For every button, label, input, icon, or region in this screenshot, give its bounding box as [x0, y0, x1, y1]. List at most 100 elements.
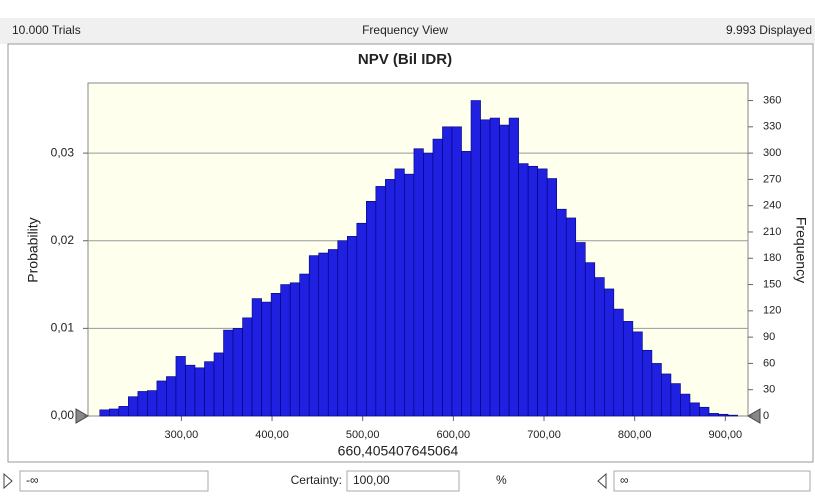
header-bar — [0, 18, 815, 44]
bar — [337, 240, 348, 417]
bar — [261, 301, 272, 417]
bar — [147, 390, 158, 417]
y2-tick-label: 270 — [763, 173, 781, 185]
bar — [385, 179, 396, 417]
bar — [442, 126, 453, 417]
bar — [156, 380, 167, 417]
y2-tick-label: 120 — [763, 305, 781, 317]
y2-tick-label: 180 — [763, 252, 781, 264]
right-grabber[interactable] — [747, 408, 761, 424]
bar — [727, 414, 738, 417]
y2-tick-label: 300 — [763, 147, 781, 159]
bar — [518, 163, 529, 417]
x-tick-label: 800,00 — [618, 429, 652, 441]
bar — [175, 356, 186, 417]
bar — [604, 288, 615, 417]
bar — [213, 352, 224, 417]
bar — [118, 406, 129, 417]
bar — [404, 173, 415, 417]
bar — [99, 409, 110, 417]
bar — [632, 331, 643, 417]
y-axis-label: Probability — [25, 217, 41, 282]
bar — [499, 124, 510, 417]
y2-tick-label: 150 — [763, 278, 781, 290]
bar — [223, 329, 234, 417]
bar — [680, 393, 691, 417]
bar — [451, 126, 462, 417]
bar — [251, 298, 262, 417]
trials: 10.000 Trials — [12, 23, 81, 37]
lower-input[interactable] — [19, 470, 209, 492]
certainty-input[interactable] — [346, 470, 460, 492]
displayed: 9.993 Displayed — [726, 23, 812, 37]
y2-tick-label: 30 — [763, 384, 775, 396]
bar — [308, 255, 320, 417]
upper-value: ∞ — [620, 473, 629, 487]
bar — [375, 186, 386, 417]
bar — [194, 367, 205, 417]
annotation: 660,405407645064 — [338, 443, 459, 459]
x-tick-label: 300,00 — [165, 429, 199, 441]
upper-input[interactable] — [613, 470, 811, 492]
bar — [594, 277, 605, 417]
bar — [166, 376, 177, 417]
bar — [413, 148, 424, 417]
x-tick-label: 400,00 — [255, 429, 289, 441]
bar — [366, 201, 377, 417]
x-tick-label: 600,00 — [437, 429, 471, 441]
y2-tick-label: 360 — [763, 94, 781, 106]
y2-tick-label: 210 — [763, 226, 781, 238]
bar — [327, 249, 339, 417]
x-tick-label: 500,00 — [346, 429, 380, 441]
bar — [128, 396, 139, 417]
certainty-unit: % — [496, 473, 507, 487]
y2-tick-label: 240 — [763, 200, 781, 212]
bar — [718, 413, 729, 417]
y2-tick-label: 330 — [763, 121, 781, 133]
bar — [489, 117, 500, 417]
bar — [670, 383, 681, 417]
y2-tick-label: 0 — [763, 410, 769, 422]
bar — [508, 117, 519, 417]
bar — [232, 328, 243, 417]
bar — [185, 364, 196, 417]
left-grabber[interactable] — [75, 408, 89, 424]
bar — [661, 373, 672, 417]
bar — [537, 168, 548, 417]
bar — [356, 222, 367, 417]
y-tick-label: 0,02 — [51, 233, 75, 247]
bar — [270, 293, 281, 417]
chart-title: NPV (Bil IDR) — [358, 51, 452, 68]
y-tick-label: 0,00 — [51, 408, 75, 422]
bar — [204, 361, 215, 417]
bar — [651, 363, 662, 417]
bar — [432, 138, 443, 417]
bar — [699, 406, 710, 417]
bar — [642, 349, 653, 417]
bar — [546, 178, 558, 417]
bar — [556, 208, 567, 417]
bar — [289, 282, 300, 417]
x-tick-label: 700,00 — [527, 429, 561, 441]
bar — [565, 217, 577, 417]
y2-tick-label: 90 — [763, 331, 775, 343]
bar — [623, 321, 634, 417]
bar — [613, 308, 624, 417]
bar — [346, 236, 358, 417]
x-tick-label: 900,00 — [709, 429, 743, 441]
bar — [394, 168, 405, 417]
bar — [299, 273, 310, 417]
y2-tick-label: 60 — [763, 357, 775, 369]
lower-arrow[interactable] — [3, 472, 13, 490]
certainty-label: Certainty: — [291, 473, 342, 487]
bar — [575, 242, 586, 417]
bar — [470, 100, 481, 417]
bar — [584, 262, 596, 417]
bar — [423, 152, 434, 417]
bar — [318, 252, 329, 417]
view-name: Frequency View — [362, 23, 448, 37]
upper-arrow[interactable] — [597, 472, 607, 490]
bar — [461, 151, 472, 417]
bar — [137, 391, 148, 417]
